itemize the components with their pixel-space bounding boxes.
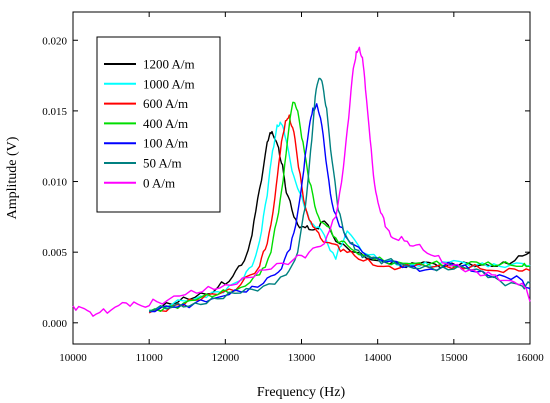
legend-label-1000-a-m: 1000 A/m [143,76,195,91]
legend-label-1200-a-m: 1200 A/m [143,57,195,72]
y-axis-ticks: 0.000 0.005 0.010 0.015 0.020 [42,35,530,330]
x-axis-title: Frequency (Hz) [257,385,346,400]
y-axis-title: Amplitude (V) [5,136,20,219]
legend-label-0-a-m: 0 A/m [143,175,175,190]
legend-label-50-a-m: 50 A/m [143,156,182,171]
y-tick-label: 0.005 [42,247,67,259]
series-line-0-a-m [72,46,531,317]
x-tick-label: 11000 [136,352,164,364]
x-tick-label: 15000 [440,352,468,364]
legend-label-100-a-m: 100 A/m [143,136,188,151]
x-tick-label: 12000 [212,352,240,364]
y-tick-label: 0.020 [42,35,67,47]
x-axis-ticks: 10000 11000 12000 13000 14000 15000 16000 [59,12,544,364]
x-tick-label: 14000 [364,352,392,364]
legend-label-400-a-m: 400 A/m [143,116,188,131]
series-line-50-a-m [148,77,531,313]
y-tick-label: 0.010 [42,177,67,189]
legend: 1200 A/m 1000 A/m 600 A/m 400 A/m 100 A/m 50 … [96,36,221,213]
x-tick-label: 16000 [516,352,544,364]
y-tick-label: 0.015 [42,106,67,118]
series-lines [72,46,531,317]
y-tick-label: 0.000 [42,318,67,330]
x-tick-label: 13000 [288,352,316,364]
legend-label-600-a-m: 600 A/m [143,96,188,111]
x-tick-label: 10000 [59,352,87,364]
